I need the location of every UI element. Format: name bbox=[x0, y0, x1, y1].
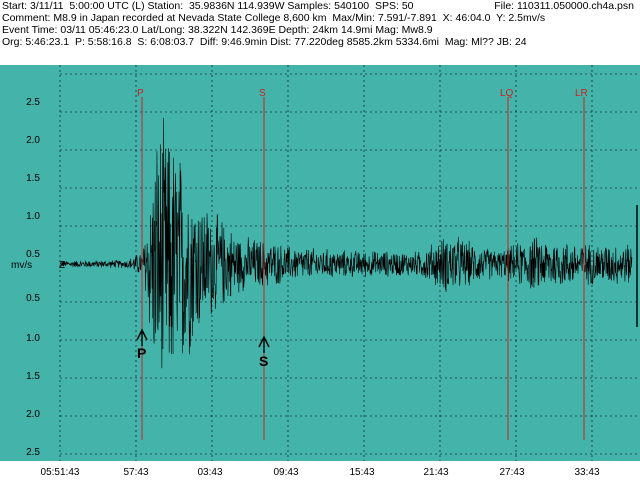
header-line-comment: Comment: M8.9 in Japan recorded at Nevad… bbox=[2, 12, 546, 24]
phase-label-s: S bbox=[259, 88, 266, 99]
x-tick-label: 15:43 bbox=[349, 467, 374, 478]
arrival-annotations: P S bbox=[136, 328, 270, 369]
y-tick-label: 1.0 bbox=[26, 333, 40, 344]
y-tick-label: 1.5 bbox=[26, 173, 40, 184]
y-tick-label: 2.0 bbox=[26, 409, 40, 420]
s-arrival-label: S bbox=[259, 353, 268, 369]
channel-label: Z bbox=[59, 260, 65, 271]
file-name: File: 110311.050000.ch4a.psn bbox=[494, 0, 634, 12]
y-tick-label: 1.5 bbox=[26, 371, 40, 382]
x-axis-svg: 05:51:43 57:43 03:43 09:43 15:43 21:43 2… bbox=[41, 467, 600, 478]
x-tick-label: 05:51:43 bbox=[41, 467, 80, 478]
units-label: mv/s bbox=[11, 260, 32, 271]
x-tick-label: 03:43 bbox=[197, 467, 222, 478]
y-tick-label: 2.5 bbox=[26, 447, 40, 458]
seismogram-plot[interactable]: 2.5 2.0 1.5 1.0 0.5 0.5 1.0 1.5 2.0 2.5 … bbox=[0, 65, 640, 461]
x-tick-label: 09:43 bbox=[273, 467, 298, 478]
phase-label-lq: LQ bbox=[500, 88, 514, 99]
s-arrival-arrow-icon bbox=[258, 335, 270, 353]
x-tick-label: 33:43 bbox=[574, 467, 599, 478]
grid-vertical bbox=[59, 65, 593, 461]
y-tick-label: 1.0 bbox=[26, 211, 40, 222]
header-line-origin: Org: 5:46:23.1 P: 5:58:16.8 S: 6:08:03.7… bbox=[2, 36, 527, 48]
x-tick-label: 27:43 bbox=[499, 467, 524, 478]
seismic-trace bbox=[59, 117, 633, 369]
y-tick-label: 0.5 bbox=[26, 293, 40, 304]
phase-label-lr: LR bbox=[575, 88, 588, 99]
x-tick-label: 57:43 bbox=[123, 467, 148, 478]
grid-horizontal bbox=[60, 73, 640, 455]
x-axis-labels: 05:51:43 57:43 03:43 09:43 15:43 21:43 2… bbox=[0, 461, 640, 481]
x-tick-label: 21:43 bbox=[423, 467, 448, 478]
y-tick-label: 0.5 bbox=[26, 249, 40, 260]
y-axis-labels: 2.5 2.0 1.5 1.0 0.5 0.5 1.0 1.5 2.0 2.5 bbox=[26, 97, 40, 458]
phase-markers: P S LQ LR bbox=[137, 88, 588, 440]
header-line-event: Event Time: 03/11 05:46:23.0 Lat/Long: 3… bbox=[2, 24, 433, 36]
phase-label-p: P bbox=[137, 88, 144, 99]
header-line-start: Start: 3/11/11 5:00:00 UTC (L) Station: … bbox=[2, 0, 414, 12]
y-tick-label: 2.5 bbox=[26, 97, 40, 108]
p-arrival-arrow-icon bbox=[136, 328, 148, 346]
p-arrival-label: P bbox=[137, 345, 146, 361]
seismogram-svg: 2.5 2.0 1.5 1.0 0.5 0.5 1.0 1.5 2.0 2.5 … bbox=[11, 65, 640, 461]
header-info: Start: 3/11/11 5:00:00 UTC (L) Station: … bbox=[0, 0, 640, 65]
y-tick-label: 2.0 bbox=[26, 135, 40, 146]
